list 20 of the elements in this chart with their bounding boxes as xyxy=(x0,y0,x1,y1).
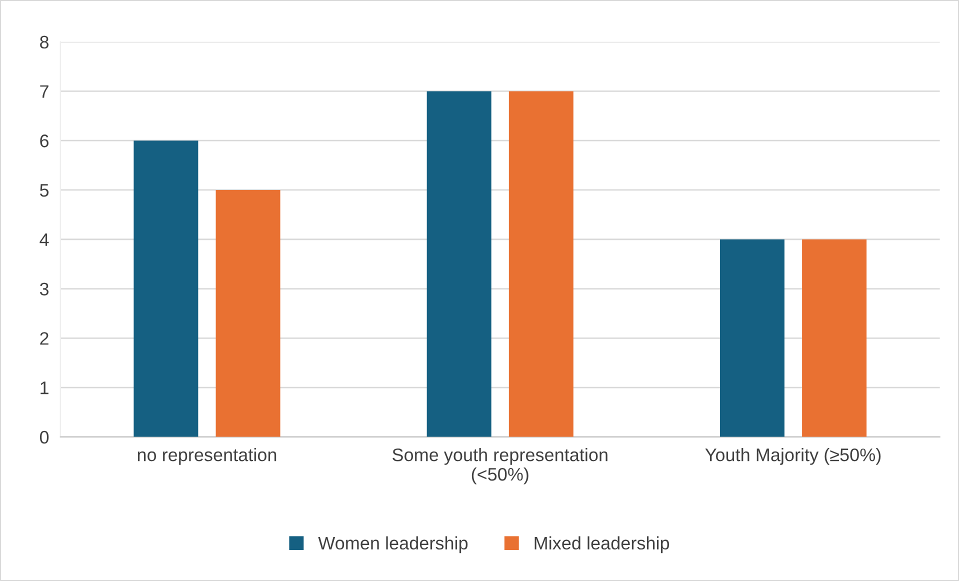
y-tick-label: 2 xyxy=(40,332,48,345)
bar xyxy=(134,140,198,437)
y-tick-label: 5 xyxy=(40,184,49,197)
x-tick-label: Some youth representation (<50%) xyxy=(392,448,608,484)
legend-label: Women leadership xyxy=(318,536,468,554)
bar xyxy=(802,239,867,437)
bar xyxy=(426,91,492,437)
y-tick-label: 4 xyxy=(40,233,49,246)
x-tick-label: Youth Majority (≥50%) xyxy=(705,448,881,465)
y-tick-label: 8 xyxy=(40,36,49,49)
bar xyxy=(508,91,574,437)
x-tick-label: no representation xyxy=(138,448,276,465)
bar xyxy=(720,239,784,437)
bar xyxy=(216,190,280,437)
y-tick-label: 6 xyxy=(40,134,49,148)
legend-label: Mixed leadership xyxy=(534,536,670,554)
y-tick-label: 0 xyxy=(40,430,49,444)
y-tick-label: 1 xyxy=(40,382,48,394)
y-tick-label: 7 xyxy=(40,85,48,98)
y-tick-label: 3 xyxy=(40,282,49,296)
